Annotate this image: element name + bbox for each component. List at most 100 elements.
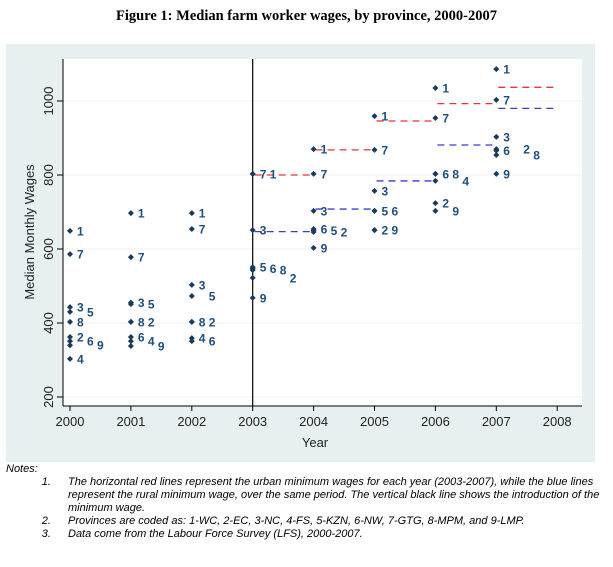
data-point-label: 6 [138,331,145,345]
data-point-label: 2 [77,331,84,345]
data-point-label: 8 [199,315,206,329]
data-point-label: 2 [382,224,389,238]
data-point [127,334,134,341]
data-point [249,274,256,281]
data-point [67,342,73,349]
y-tick-label: 600 [41,238,56,260]
data-point [371,146,378,153]
data-point [432,115,439,122]
data-point [432,85,439,92]
data-point [67,355,73,362]
data-point [493,133,500,140]
x-tick-label: 2002 [177,414,206,429]
data-point-label: 7 [321,167,328,181]
data-point [67,308,73,315]
y-tick-label: 1000 [41,87,56,116]
data-point [432,177,439,184]
data-point-label: 7 [199,223,206,237]
data-point-label: 8 [280,264,287,278]
data-point-label: 9 [452,204,459,218]
data-point [310,244,317,251]
notes-heading: Notes: [6,463,38,475]
data-point-label: 1 [382,110,389,124]
data-point-label: 2 [442,197,449,211]
data-point-label: 8 [452,167,459,181]
data-point-label: 2 [209,315,216,329]
data-point-label: 5 [209,289,216,303]
data-point-label: 7 [77,248,84,262]
x-tick-label: 2006 [421,414,450,429]
data-point-label: 7 [382,143,389,157]
data-point-label: 3 [382,184,389,198]
data-point-label: 5 [331,224,338,238]
data-point-label: 8 [77,315,84,329]
y-tick-label: 800 [41,164,56,186]
data-point [371,113,378,120]
data-point [188,292,195,299]
data-point-label: 3 [77,301,84,315]
data-point-label: 1 [503,63,510,77]
note-item: The horizontal red lines represent the u… [54,476,606,515]
data-point-label: 6 [321,223,328,237]
data-point-label: 7 [503,93,510,107]
data-point-label: 1 [77,224,84,238]
data-point-label: 5 [148,298,155,312]
data-point [249,294,256,301]
data-point [371,187,378,194]
data-point-label: 6 [392,204,399,218]
data-point [127,318,134,325]
data-point [127,254,134,261]
data-point [127,342,134,349]
data-point [310,146,317,153]
plot-area [63,59,582,406]
data-point [67,334,73,341]
data-point [310,170,317,177]
data-point [188,210,195,217]
data-point-label: 2 [148,315,155,329]
data-point-label: 9 [503,167,510,181]
data-point [127,301,134,308]
data-point [188,281,195,288]
data-point [493,170,500,177]
data-point-label: 6 [87,335,94,349]
data-point-label: 4 [462,174,469,188]
y-tick-label: 200 [41,386,56,408]
data-point-label: 6 [442,167,449,181]
x-tick-label: 2008 [543,414,572,429]
data-point [310,228,317,235]
data-point-label: 7 [138,251,145,265]
data-point-label: 8 [138,315,145,329]
data-point [188,318,195,325]
data-point [493,152,500,159]
data-point [67,318,73,325]
data-point-label: 6 [503,144,510,158]
data-point-label: 3 [260,224,267,238]
data-point-label: 5 [382,204,389,218]
data-point-label: 4 [77,352,84,366]
data-point-label: 1 [199,207,206,221]
data-point-label: 1 [270,167,277,181]
data-point [493,147,500,154]
x-tick-label: 2000 [56,414,85,429]
data-point [188,226,195,233]
data-point-label: 2 [341,225,348,239]
data-point [310,207,317,214]
data-point [493,66,500,73]
data-point [432,207,439,214]
data-point-label: 7 [442,112,449,126]
y-tick-label: 400 [41,312,56,334]
data-point [371,207,378,214]
data-point [188,338,195,345]
data-point [249,170,256,177]
data-point-label: 5 [87,305,94,319]
data-point-label: 9 [158,339,165,353]
chart-title: Figure 1: Median farm worker wages, by p… [116,8,497,24]
data-point-label: 5 [260,261,267,275]
data-point-label: 4 [199,332,206,346]
data-point [371,227,378,234]
data-point-label: 6 [270,262,277,276]
note-item: Data come from the Labour Force Survey (… [54,528,606,541]
data-point [127,338,134,345]
data-point-label: 9 [260,291,267,305]
